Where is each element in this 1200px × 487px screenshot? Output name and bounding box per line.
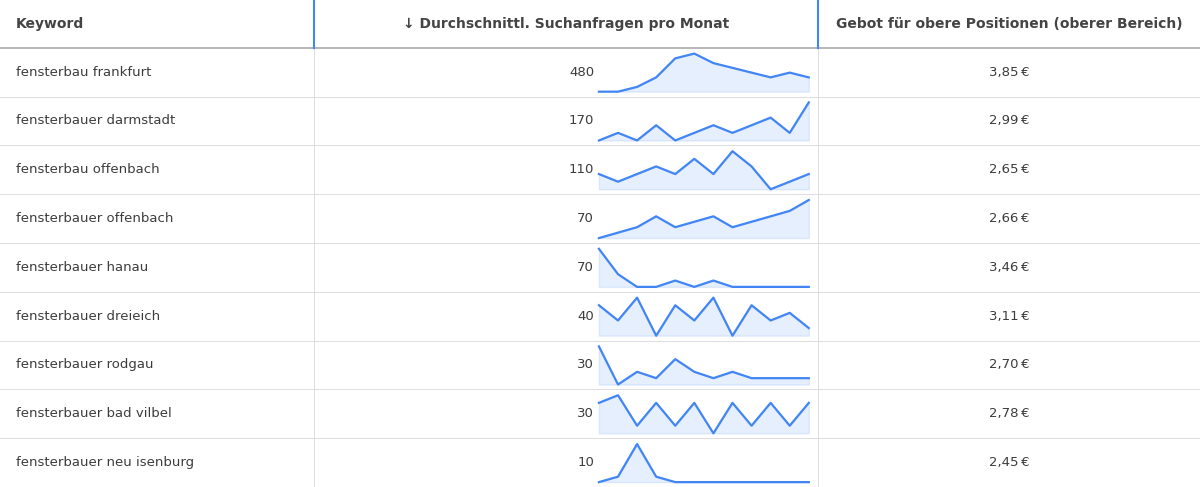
Text: 110: 110 (569, 163, 594, 176)
Text: fensterbau frankfurt: fensterbau frankfurt (16, 66, 151, 78)
Text: 3,85 €: 3,85 € (989, 66, 1030, 78)
Text: 2,66 €: 2,66 € (989, 212, 1030, 225)
Text: 2,78 €: 2,78 € (989, 407, 1030, 420)
Text: 40: 40 (577, 310, 594, 323)
Text: fensterbauer neu isenburg: fensterbauer neu isenburg (16, 456, 193, 469)
Text: 3,46 €: 3,46 € (989, 261, 1030, 274)
Text: fensterbauer dreieich: fensterbauer dreieich (16, 310, 160, 323)
Text: fensterbau offenbach: fensterbau offenbach (16, 163, 160, 176)
Text: Keyword: Keyword (16, 17, 84, 31)
Text: Gebot für obere Positionen (oberer Bereich): Gebot für obere Positionen (oberer Berei… (836, 17, 1182, 31)
Text: 2,45 €: 2,45 € (989, 456, 1030, 469)
Text: 2,99 €: 2,99 € (989, 114, 1030, 128)
Text: fensterbauer offenbach: fensterbauer offenbach (16, 212, 173, 225)
Text: 2,65 €: 2,65 € (989, 163, 1030, 176)
Text: fensterbauer rodgau: fensterbauer rodgau (16, 358, 154, 372)
Text: fensterbauer hanau: fensterbauer hanau (16, 261, 148, 274)
Text: 70: 70 (577, 212, 594, 225)
Text: 10: 10 (577, 456, 594, 469)
Text: 3,11 €: 3,11 € (989, 310, 1030, 323)
Text: 2,70 €: 2,70 € (989, 358, 1030, 372)
Text: fensterbauer darmstadt: fensterbauer darmstadt (16, 114, 175, 128)
Text: fensterbauer bad vilbel: fensterbauer bad vilbel (16, 407, 172, 420)
Text: ↓ Durchschnittl. Suchanfragen pro Monat: ↓ Durchschnittl. Suchanfragen pro Monat (403, 17, 730, 31)
Text: 170: 170 (569, 114, 594, 128)
Text: 70: 70 (577, 261, 594, 274)
Text: 480: 480 (569, 66, 594, 78)
Text: 30: 30 (577, 358, 594, 372)
Text: 30: 30 (577, 407, 594, 420)
